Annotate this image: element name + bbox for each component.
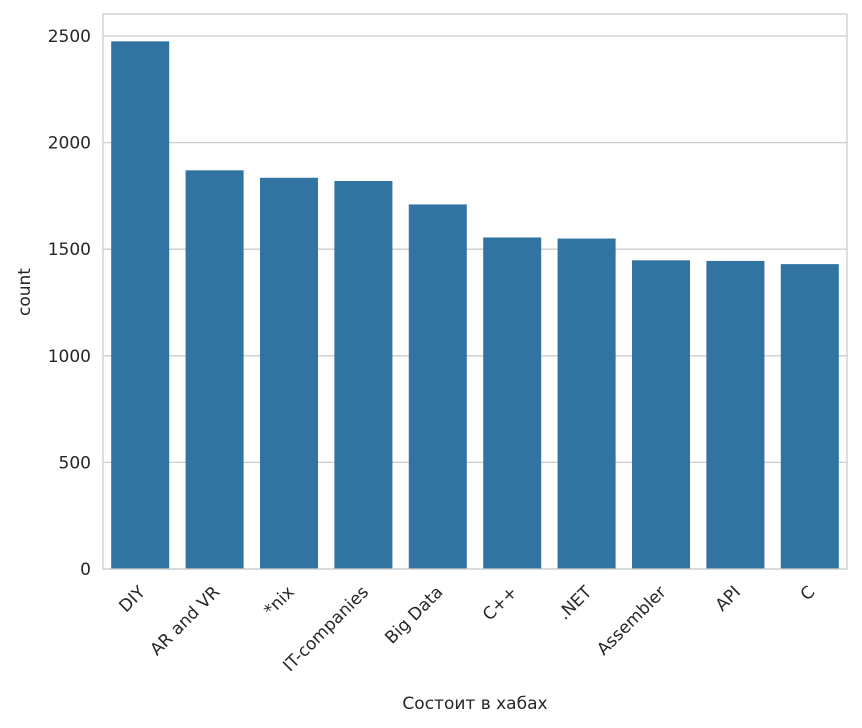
bar	[185, 170, 244, 570]
y-tick-label: 2000	[48, 134, 91, 154]
y-tick-label: 500	[59, 453, 91, 473]
y-tick-label: 2500	[48, 27, 91, 47]
x-tick-label: API	[712, 582, 745, 615]
x-tick-label: Assembler	[593, 582, 670, 659]
y-axis-title: count	[15, 268, 35, 316]
x-tick-label: .NET	[554, 582, 596, 624]
x-tick-label: C++	[479, 582, 522, 625]
y-tick-label: 1500	[48, 240, 91, 260]
x-axis-title: Состоит в хабах	[402, 694, 547, 714]
bar	[408, 204, 467, 570]
bars	[111, 41, 839, 570]
bar	[259, 177, 319, 569]
plot-frame	[102, 13, 848, 570]
bar	[631, 260, 691, 569]
x-tick-label: *nix	[260, 582, 298, 620]
y-tick-label: 0	[80, 560, 91, 580]
bar	[483, 237, 542, 569]
bar	[111, 41, 170, 569]
x-tick-label: C	[797, 582, 820, 605]
x-tick-label: Big Data	[381, 582, 447, 648]
x-tick-label: DIY	[115, 582, 150, 617]
bar	[334, 180, 393, 569]
bar	[557, 238, 616, 570]
y-tick-labels: 0 500 1000 1500 2000 2500	[48, 27, 91, 580]
y-tick-label: 1000	[48, 347, 91, 367]
bar	[780, 264, 839, 569]
bar	[706, 260, 765, 569]
x-tick-label: AR and VR	[147, 582, 225, 660]
